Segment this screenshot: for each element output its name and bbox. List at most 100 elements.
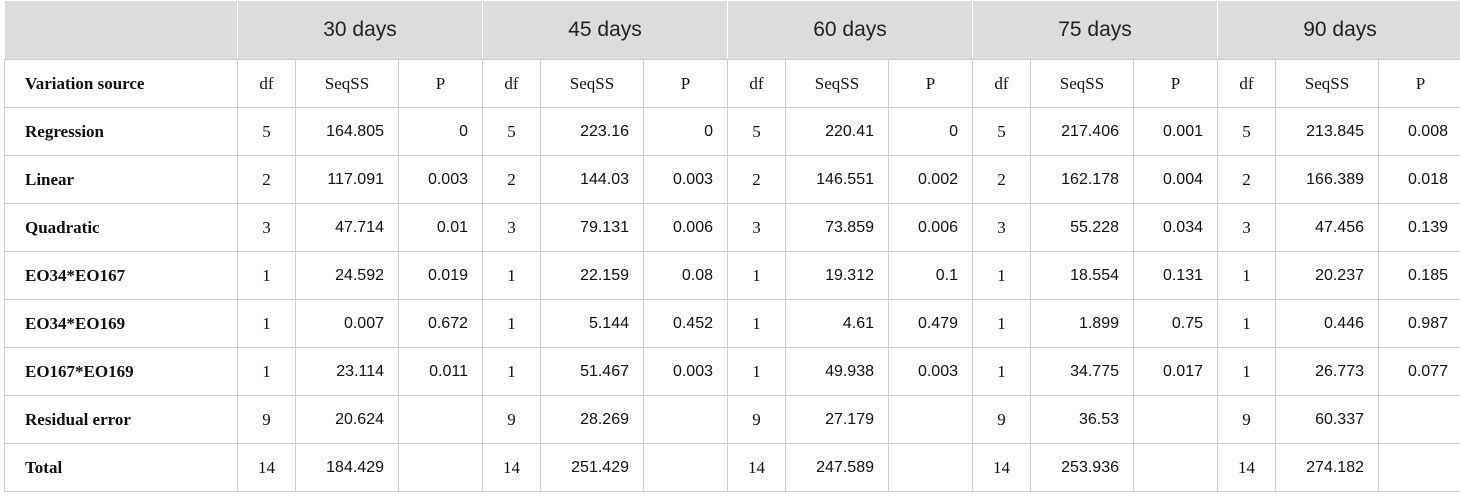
cell: 0.987 (1378, 299, 1460, 348)
group-header: 75 days (972, 0, 1218, 60)
cell: 0.008 (1378, 107, 1460, 156)
cell: 251.429 (540, 443, 644, 492)
row-label: EO34*EO167 (4, 251, 238, 300)
column-header: df (482, 59, 541, 108)
cell (888, 443, 973, 492)
cell: 0.185 (1378, 251, 1460, 300)
row-label: EO34*EO169 (4, 299, 238, 348)
cell: 47.714 (295, 203, 399, 252)
column-header: P (1378, 59, 1460, 108)
group-header: 60 days (727, 0, 973, 60)
cell: 73.859 (785, 203, 889, 252)
group-header: 90 days (1217, 0, 1460, 60)
cell: 184.429 (295, 443, 399, 492)
cell: 0.003 (888, 347, 973, 396)
cell: 0.017 (1133, 347, 1218, 396)
table-row: Total 14 184.429 14 251.429 14 247.589 14 253.93… (4, 443, 1460, 492)
cell: 23.114 (295, 347, 399, 396)
cell: 3 (727, 203, 786, 252)
cell: 146.551 (785, 155, 889, 204)
column-header: P (643, 59, 728, 108)
cell: 117.091 (295, 155, 399, 204)
cell (398, 443, 483, 492)
cell: 9 (237, 395, 296, 444)
cell: 1 (972, 299, 1031, 348)
cell: 1 (237, 299, 296, 348)
cell: 34.775 (1030, 347, 1134, 396)
column-header: SeqSS (785, 59, 889, 108)
row-label: Total (4, 443, 238, 492)
cell: 20.624 (295, 395, 399, 444)
column-header: SeqSS (1030, 59, 1134, 108)
group-row: 30 days 45 days 60 days 75 days 90 days (4, 0, 1460, 60)
group-header: 30 days (237, 0, 483, 60)
cell: 0.75 (1133, 299, 1218, 348)
table-head: 30 days 45 days 60 days 75 days 90 days (4, 0, 1460, 60)
cell: 3 (972, 203, 1031, 252)
cell: 220.41 (785, 107, 889, 156)
cell: 0.077 (1378, 347, 1460, 396)
cell: 0.034 (1133, 203, 1218, 252)
column-header: df (727, 59, 786, 108)
cell: 3 (237, 203, 296, 252)
cell: 3 (1217, 203, 1276, 252)
cell: 14 (482, 443, 541, 492)
cell: 217.406 (1030, 107, 1134, 156)
table-row: Quadratic 3 47.714 0.01 3 79.131 0.006 3 73.859 0… (4, 203, 1460, 252)
column-header: P (888, 59, 973, 108)
cell: 22.159 (540, 251, 644, 300)
cell: 0.003 (643, 155, 728, 204)
cell: 3 (482, 203, 541, 252)
cell: 18.554 (1030, 251, 1134, 300)
cell: 1 (1217, 347, 1276, 396)
cell: 1 (482, 299, 541, 348)
cell: 14 (972, 443, 1031, 492)
cell: 1 (1217, 251, 1276, 300)
cell: 9 (1217, 395, 1276, 444)
table-row: Regression 5 164.805 0 5 223.16 0 5 220.41 0 5 217.… (4, 107, 1460, 156)
column-header: df (237, 59, 296, 108)
cell: 0.006 (888, 203, 973, 252)
cell: 20.237 (1275, 251, 1379, 300)
cell: 2 (482, 155, 541, 204)
cell: 0.002 (888, 155, 973, 204)
cell: 55.228 (1030, 203, 1134, 252)
cell (1133, 395, 1218, 444)
cell: 4.61 (785, 299, 889, 348)
cell: 5 (482, 107, 541, 156)
cell (398, 395, 483, 444)
cell: 28.269 (540, 395, 644, 444)
cell: 0 (643, 107, 728, 156)
table-row: EO34*EO167 1 24.592 0.019 1 22.159 0.08 1 19.312… (4, 251, 1460, 300)
cell: 24.592 (295, 251, 399, 300)
cell: 0.018 (1378, 155, 1460, 204)
cell: 1.899 (1030, 299, 1134, 348)
cell: 247.589 (785, 443, 889, 492)
cell (1133, 443, 1218, 492)
cell: 49.938 (785, 347, 889, 396)
cell: 0.08 (643, 251, 728, 300)
cell: 27.179 (785, 395, 889, 444)
cell: 223.16 (540, 107, 644, 156)
cell: 1 (1217, 299, 1276, 348)
cell: 5 (237, 107, 296, 156)
cell: 2 (972, 155, 1031, 204)
cell: 1 (972, 251, 1031, 300)
corner-cell (4, 0, 238, 60)
column-header: SeqSS (295, 59, 399, 108)
cell: 0.479 (888, 299, 973, 348)
cell: 0.672 (398, 299, 483, 348)
cell: 5 (972, 107, 1031, 156)
cell: 5 (1217, 107, 1276, 156)
cell: 0.011 (398, 347, 483, 396)
cell: 9 (727, 395, 786, 444)
cell: 144.03 (540, 155, 644, 204)
cell: 2 (237, 155, 296, 204)
cell: 0.019 (398, 251, 483, 300)
cell: 47.456 (1275, 203, 1379, 252)
cell: 14 (727, 443, 786, 492)
column-header: P (1133, 59, 1218, 108)
cell: 213.845 (1275, 107, 1379, 156)
